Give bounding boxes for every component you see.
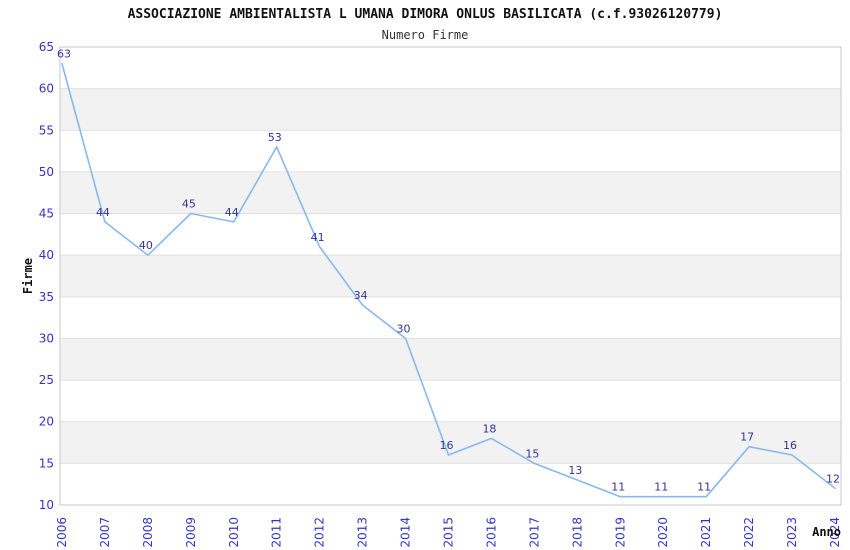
chart-subtitle: Numero Firme xyxy=(381,28,469,42)
data-label: 44 xyxy=(225,206,239,219)
x-tick-label: 2011 xyxy=(270,517,284,548)
chart-title: ASSOCIAZIONE AMBIENTALISTA L UMANA DIMOR… xyxy=(127,7,723,22)
x-tick-label: 2020 xyxy=(656,517,670,548)
y-tick-label: 25 xyxy=(39,373,54,387)
x-tick-label: 2014 xyxy=(399,517,413,548)
data-label: 16 xyxy=(440,439,454,452)
data-label: 41 xyxy=(311,231,325,244)
y-tick-label: 35 xyxy=(39,290,54,304)
data-label: 11 xyxy=(611,481,625,494)
y-tick-label: 55 xyxy=(39,123,54,137)
plot-band xyxy=(60,255,841,297)
y-tick-label: 10 xyxy=(39,498,54,512)
x-tick-label: 2007 xyxy=(98,517,112,548)
data-label: 63 xyxy=(57,48,71,61)
x-tick-label: 2017 xyxy=(527,517,541,548)
x-tick-label: 2015 xyxy=(442,517,456,548)
data-label: 53 xyxy=(268,131,282,144)
x-tick-label: 2022 xyxy=(742,517,756,548)
data-label: 17 xyxy=(740,431,754,444)
data-label: 12 xyxy=(826,472,840,485)
plot-frame xyxy=(59,46,842,506)
x-tick-label: 2009 xyxy=(184,517,198,548)
x-tick-label: 2010 xyxy=(227,517,241,548)
x-axis-title: Anno xyxy=(812,525,841,539)
x-tick-label: 2023 xyxy=(785,517,799,548)
plot-band xyxy=(60,338,841,381)
x-tick-label: 2018 xyxy=(570,517,584,548)
data-label: 40 xyxy=(139,239,153,252)
x-tick-label: 2024 xyxy=(828,517,842,548)
data-label: 18 xyxy=(482,422,496,435)
data-label: 13 xyxy=(568,464,582,477)
x-tick-label: 2019 xyxy=(613,517,627,548)
y-tick-label: 45 xyxy=(39,207,54,221)
data-label: 15 xyxy=(525,447,539,460)
x-tick-label: 2006 xyxy=(55,517,69,548)
data-label: 34 xyxy=(354,289,368,302)
y-tick-label: 60 xyxy=(39,82,54,96)
x-tick-label: 2021 xyxy=(699,517,713,548)
y-tick-label: 30 xyxy=(39,331,54,345)
y-tick-label: 65 xyxy=(39,40,54,54)
series-line xyxy=(61,62,836,498)
plot-band xyxy=(60,421,841,464)
data-label: 11 xyxy=(654,481,668,494)
plot-band xyxy=(60,171,841,214)
data-label: 11 xyxy=(697,481,711,494)
x-tick-label: 2016 xyxy=(484,517,498,548)
plot-band xyxy=(60,88,841,131)
y-tick-label: 40 xyxy=(39,248,54,262)
data-label: 45 xyxy=(182,198,196,211)
x-tick-label: 2008 xyxy=(141,517,155,548)
x-tick-label: 2012 xyxy=(313,517,327,548)
data-label: 16 xyxy=(783,439,797,452)
data-label: 44 xyxy=(96,206,110,219)
data-label: 30 xyxy=(397,322,411,335)
y-tick-label: 20 xyxy=(39,415,54,429)
y-tick-label: 50 xyxy=(39,165,54,179)
y-tick-label: 15 xyxy=(39,456,54,470)
x-tick-label: 2013 xyxy=(356,517,370,548)
